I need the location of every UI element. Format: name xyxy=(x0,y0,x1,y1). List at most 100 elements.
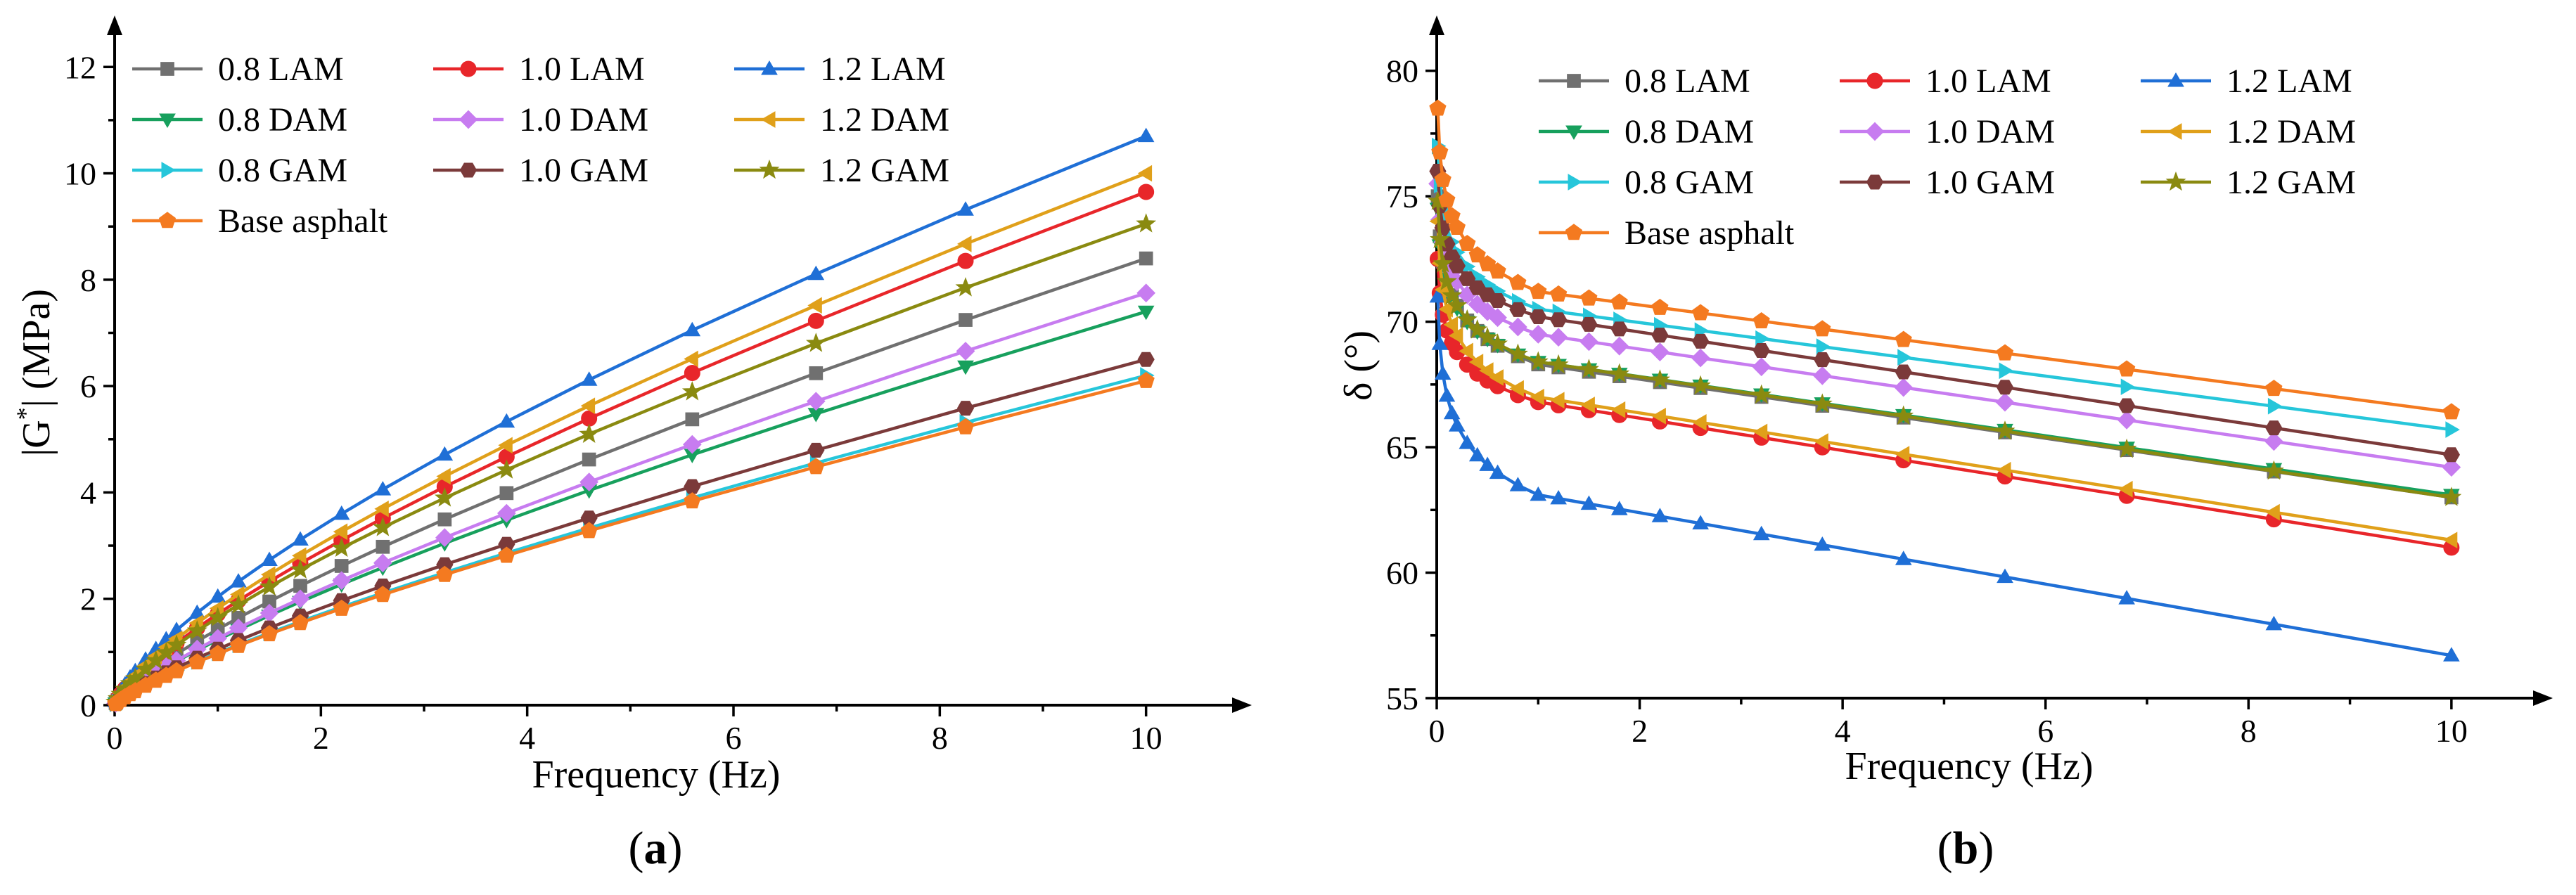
data-point xyxy=(1751,384,1772,404)
series-line xyxy=(114,310,1147,704)
data-point xyxy=(1692,304,1710,321)
data-point xyxy=(1895,364,1912,380)
data-point xyxy=(1438,387,1456,402)
series-1.2-gam xyxy=(105,213,1157,712)
y-tick-label: 2 xyxy=(80,581,96,617)
data-point xyxy=(1548,354,1569,374)
data-point xyxy=(1527,351,1549,371)
data-point xyxy=(1752,343,1770,358)
data-point xyxy=(1528,325,1548,344)
data-point xyxy=(1429,99,1447,116)
legend-item: 1.2 DAM xyxy=(734,101,949,139)
legend-marker xyxy=(159,113,176,128)
data-point xyxy=(1651,408,1666,425)
data-point xyxy=(434,487,455,507)
data-point xyxy=(1447,295,1468,315)
data-point xyxy=(2442,403,2460,420)
legend-label: 0.8 LAM xyxy=(218,51,344,88)
data-point xyxy=(1433,252,1454,273)
x-tick-label: 10 xyxy=(1130,720,1162,756)
data-point xyxy=(259,576,280,596)
data-point xyxy=(684,350,698,368)
data-point xyxy=(1429,288,1447,303)
series-base-asphalt xyxy=(1429,99,2460,420)
data-point xyxy=(682,434,702,454)
y-tick-label: 70 xyxy=(1386,304,1418,340)
legend-marker xyxy=(2167,72,2184,87)
panel-label-paren: ( xyxy=(1937,823,1953,874)
x-axis-label: Frequency (Hz) xyxy=(532,753,781,797)
data-point xyxy=(209,645,226,662)
data-point xyxy=(1812,366,1832,385)
data-point xyxy=(498,546,515,563)
data-point xyxy=(1468,446,1486,462)
data-point xyxy=(2263,460,2284,480)
data-point xyxy=(684,479,701,494)
legend-marker xyxy=(1565,125,1582,140)
data-point xyxy=(579,423,600,443)
data-point xyxy=(290,559,311,579)
legend-item: 1.0 GAM xyxy=(1840,164,2055,201)
data-point xyxy=(1138,183,1155,200)
data-point xyxy=(1579,359,1599,378)
data-point xyxy=(1434,170,1452,187)
data-point xyxy=(956,401,975,416)
data-point xyxy=(806,392,826,411)
y-tick-label: 65 xyxy=(1386,430,1418,465)
data-point xyxy=(1468,354,1484,371)
y-tick-label: 4 xyxy=(80,475,96,510)
data-point xyxy=(1651,342,1670,362)
series-1.0-gam xyxy=(107,352,1155,712)
data-point xyxy=(1651,508,1669,522)
data-point xyxy=(1752,423,1768,441)
data-point xyxy=(1897,349,1912,366)
legend-marker xyxy=(460,60,477,77)
legend-label: 1.2 LAM xyxy=(820,51,946,88)
legend-label: 1.0 DAM xyxy=(519,101,648,139)
data-point xyxy=(331,537,352,558)
data-point xyxy=(1814,352,1831,368)
data-point xyxy=(1489,464,1506,479)
legend-item: 1.0 DAM xyxy=(433,101,648,139)
data-point xyxy=(1894,378,1914,397)
legend-label: 1.2 GAM xyxy=(2226,164,2356,201)
data-point xyxy=(372,517,393,536)
data-point xyxy=(2445,421,2460,438)
data-point xyxy=(1429,228,1450,249)
series-0.8-dam xyxy=(1429,202,2460,503)
data-point xyxy=(1610,336,1629,356)
legend-item: 1.0 DAM xyxy=(1840,113,2055,150)
data-point xyxy=(1752,311,1770,328)
data-point xyxy=(188,653,206,670)
legend-label: 1.2 LAM xyxy=(2226,63,2352,100)
data-point xyxy=(1442,285,1463,304)
data-point xyxy=(374,586,392,603)
legend: 0.8 LAM 1.0 LAM 1.2 LAM 0.8 DAM 1.0 DAM 1.2 D… xyxy=(132,51,949,240)
data-point xyxy=(580,371,598,386)
data-point xyxy=(1812,393,1833,413)
data-point xyxy=(1610,501,1628,515)
data-point xyxy=(1996,344,2014,361)
legend-item: 1.0 LAM xyxy=(1840,63,2051,100)
data-point xyxy=(1438,191,1456,207)
y-axis-label-part: |G xyxy=(15,420,58,456)
data-point xyxy=(2116,438,2137,458)
legend-label: 1.2 DAM xyxy=(820,101,949,139)
data-point xyxy=(1437,271,1457,290)
series-1.0-dam xyxy=(106,283,1156,713)
series-line xyxy=(114,358,1147,705)
legend-label: Base asphalt xyxy=(218,202,388,240)
data-point xyxy=(956,236,972,252)
series-line xyxy=(1436,208,2452,497)
legend-marker xyxy=(2165,171,2186,191)
x-tick-label: 0 xyxy=(107,720,123,756)
data-point xyxy=(2120,378,2136,395)
data-point xyxy=(2442,447,2460,463)
data-point xyxy=(582,452,596,467)
data-point xyxy=(1609,363,1630,383)
y-tick-label: 80 xyxy=(1386,53,1418,89)
data-point xyxy=(1995,392,2015,412)
data-point xyxy=(1136,213,1157,233)
x-tick-label: 4 xyxy=(519,720,535,756)
data-point xyxy=(1449,417,1466,432)
